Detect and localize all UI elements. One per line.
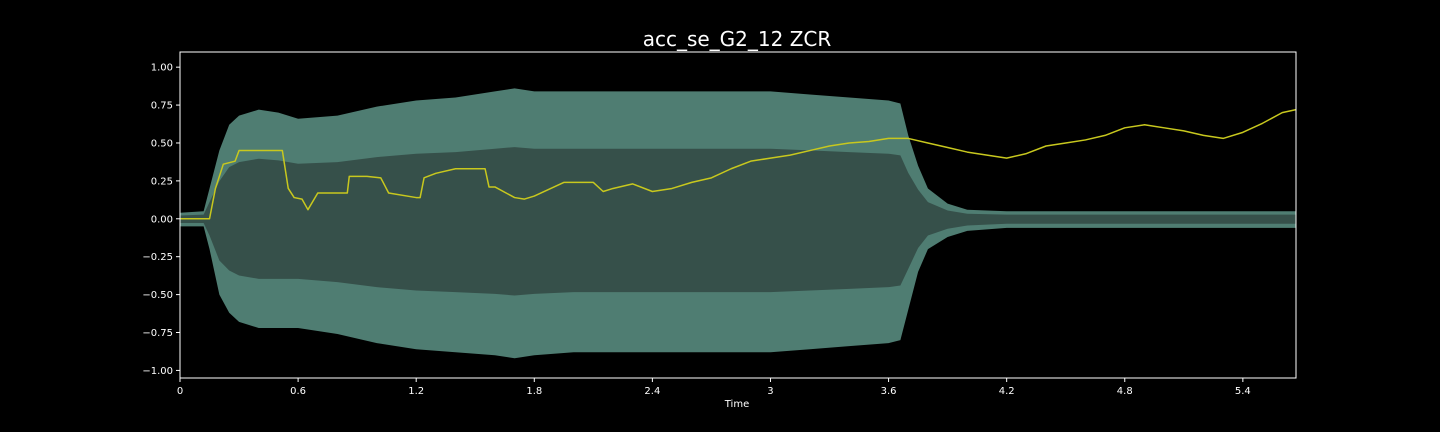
x-tick-label: 1.8 [526,386,542,397]
y-axis: 1.00 0.75 0.50 0.25 0.00 −0.25 −0.50 −0.75 −1.00 [142,63,180,377]
y-tick-label: 1.00 [151,63,173,74]
y-tick-label: −0.50 [142,290,173,301]
chart-title: acc_se_G2_12 ZCR [643,27,832,51]
x-tick-label: 0 [177,386,183,397]
y-tick-label: 0.25 [151,176,173,187]
x-tick-label: 4.2 [999,386,1015,397]
y-tick-label: 0.50 [151,138,173,149]
x-tick-label: 3 [767,386,773,397]
axes-frame [179,51,1297,379]
x-tick-label: 5.4 [1235,386,1251,397]
y-tick-label: 0.00 [151,214,173,225]
x-axis: 0 0.6 1.2 1.8 2.4 3 3.6 4.2 4.8 5.4 [177,378,1251,397]
y-tick-label: −1.00 [142,366,173,377]
waveform-body [180,147,1296,296]
y-tick-label: −0.75 [142,328,173,339]
x-tick-label: 4.8 [1117,386,1133,397]
zcr-line [180,108,1297,220]
plot-area [180,88,1297,359]
y-tick-label: −0.25 [142,252,173,263]
x-tick-label: 3.6 [881,386,897,397]
x-axis-label: Time [724,399,749,410]
x-tick-label: 0.6 [290,386,306,397]
x-tick-label: 1.2 [408,386,424,397]
x-tick-label: 2.4 [644,386,660,397]
y-tick-label: 0.75 [151,101,173,112]
